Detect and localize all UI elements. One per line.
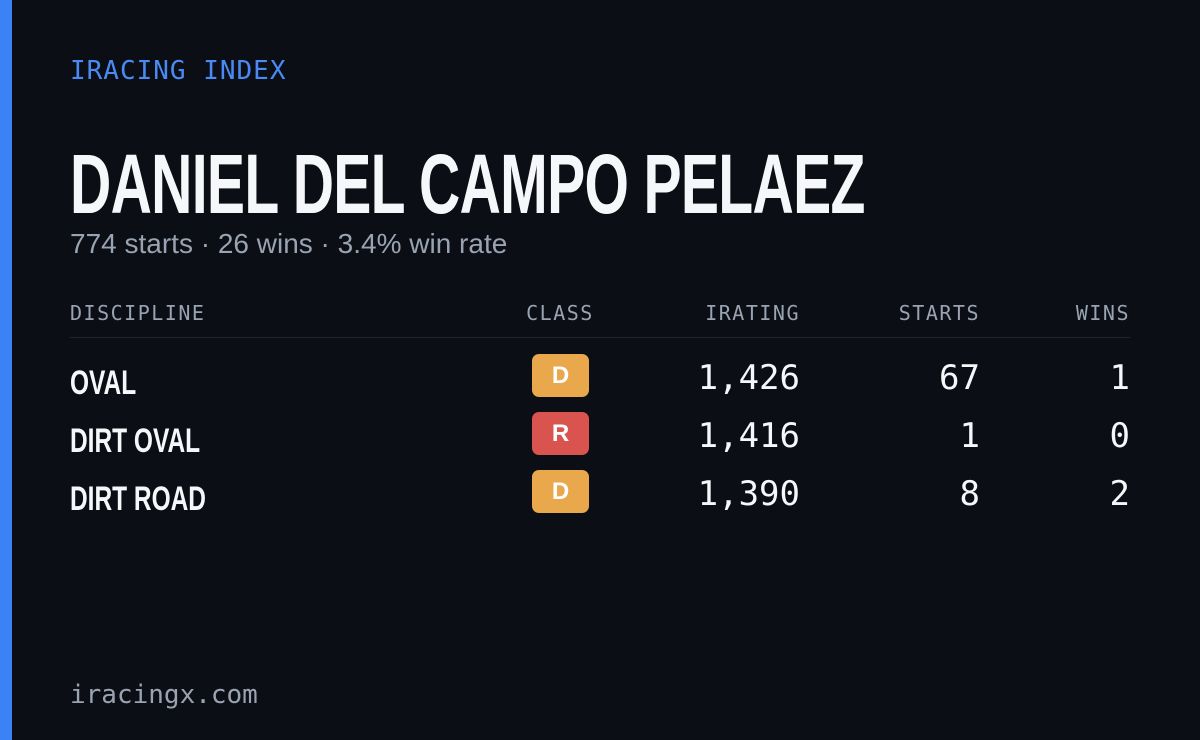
column-header: DISCIPLINE xyxy=(70,301,206,325)
wins: 2 xyxy=(1109,474,1130,514)
driver-name: DANIEL DEL CAMPO PELAEZ xyxy=(70,137,865,231)
summary: 774 starts · 26 wins · 3.4% win rate xyxy=(70,228,508,259)
site-url: iracingx.com xyxy=(70,680,258,710)
irating: 1,416 xyxy=(697,416,800,456)
accent-bar xyxy=(0,0,12,740)
column-header: STARTS xyxy=(898,301,980,325)
brand: IRACING INDEX xyxy=(70,56,287,86)
column-header: WINS xyxy=(1075,301,1130,325)
class-badge: R xyxy=(532,412,589,455)
discipline: OVAL xyxy=(70,364,137,402)
class-badge: D xyxy=(532,470,589,513)
column-header: IRATING xyxy=(705,301,800,325)
starts: 1 xyxy=(959,416,980,456)
class-badge: D xyxy=(532,354,589,397)
starts: 67 xyxy=(939,358,980,398)
irating: 1,390 xyxy=(697,474,800,514)
divider xyxy=(70,337,1130,338)
discipline: DIRT OVAL xyxy=(70,422,201,460)
column-header: CLASS xyxy=(526,301,594,325)
starts: 8 xyxy=(959,474,980,514)
irating: 1,426 xyxy=(697,358,800,398)
discipline: DIRT ROAD xyxy=(70,480,207,518)
wins: 1 xyxy=(1109,358,1130,398)
wins: 0 xyxy=(1109,416,1130,456)
